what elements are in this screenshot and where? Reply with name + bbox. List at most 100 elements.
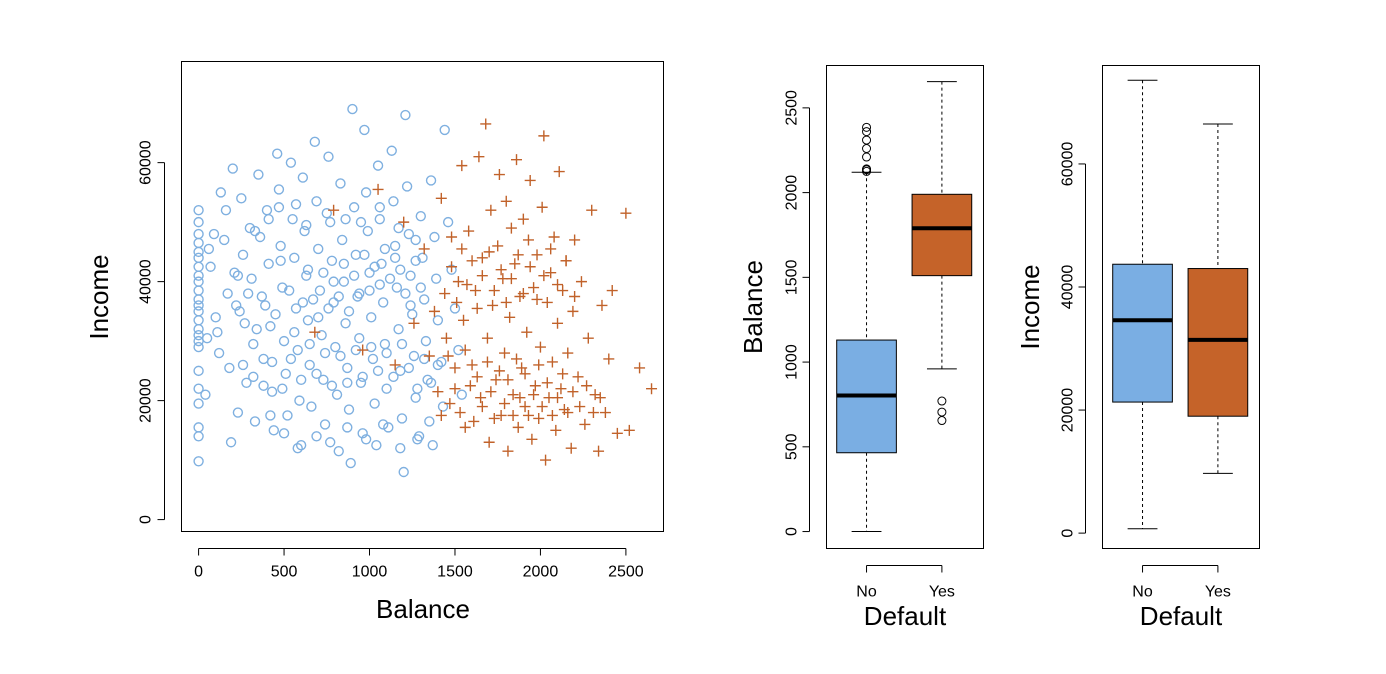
data-point-circle xyxy=(362,225,374,237)
data-point-circle xyxy=(389,252,401,264)
y-tick-label: 20000 xyxy=(138,378,155,423)
data-point-circle xyxy=(335,178,346,189)
data-point-circle xyxy=(330,341,341,353)
data-point-plus xyxy=(589,389,601,401)
data-point-plus xyxy=(516,362,528,374)
data-point-circle xyxy=(323,303,334,314)
scatter-y-axis: 0 20000 40000 60000 xyxy=(138,140,165,524)
data-point-circle xyxy=(437,401,449,412)
data-point-circle xyxy=(359,249,370,261)
data-point-plus xyxy=(548,231,560,243)
data-point-plus xyxy=(512,421,524,433)
data-point-plus xyxy=(512,249,524,261)
x-tick-label: 2500 xyxy=(608,564,644,581)
x-tick-label: 0 xyxy=(194,564,203,581)
data-point-plus xyxy=(522,234,534,246)
data-point-circle xyxy=(366,312,377,323)
data-point-circle xyxy=(242,288,254,299)
data-point-circle xyxy=(340,318,351,329)
data-point-circle xyxy=(338,258,350,269)
data-point-circle xyxy=(193,324,204,335)
data-point-circle xyxy=(234,306,245,317)
data-point-plus xyxy=(593,445,605,457)
data-point-plus xyxy=(545,243,557,255)
data-point-plus xyxy=(452,276,464,288)
data-point-circle xyxy=(309,136,321,148)
data-point-plus xyxy=(596,299,608,311)
data-point-circle xyxy=(393,324,404,335)
data-point-circle xyxy=(193,315,204,326)
data-point-plus xyxy=(540,454,552,466)
scatter-y-axis-title: Income xyxy=(84,254,114,339)
data-point-circle xyxy=(343,404,355,415)
data-point-circle xyxy=(311,196,322,207)
income-x-axis: No Yes xyxy=(1132,565,1231,601)
data-point-circle xyxy=(193,422,204,433)
data-point-circle xyxy=(289,252,300,264)
outlier-point xyxy=(862,152,872,162)
data-point-plus xyxy=(444,398,456,410)
data-point-plus xyxy=(435,409,447,421)
data-point-plus xyxy=(493,365,505,377)
data-point-plus xyxy=(565,442,577,454)
data-point-circle xyxy=(266,386,278,397)
data-point-circle xyxy=(201,332,213,344)
data-point-plus xyxy=(541,296,553,308)
data-point-plus xyxy=(504,311,516,323)
data-point-plus xyxy=(499,347,511,359)
data-point-circle xyxy=(386,145,397,156)
data-point-plus xyxy=(439,288,451,300)
data-point-plus xyxy=(492,240,504,252)
data-point-circle xyxy=(193,398,204,409)
data-point-circle xyxy=(193,456,204,467)
data-point-plus xyxy=(528,282,540,294)
data-point-plus xyxy=(459,421,471,433)
data-point-plus xyxy=(475,392,487,404)
x-tick-label: 1000 xyxy=(352,564,388,581)
data-point-circle xyxy=(383,422,394,433)
x-tick-label: No xyxy=(856,584,877,601)
data-point-circle xyxy=(219,234,230,246)
data-point-circle xyxy=(323,151,334,162)
data-point-circle xyxy=(328,276,339,287)
data-point-plus xyxy=(572,371,584,383)
balance-boxplot-frame xyxy=(826,65,984,549)
data-point-circle xyxy=(336,234,348,246)
data-point-circle xyxy=(272,148,283,159)
data-point-plus xyxy=(476,401,488,413)
data-point-plus xyxy=(485,204,497,216)
data-point-plus xyxy=(466,359,478,371)
data-point-circle xyxy=(278,428,290,439)
data-point-circle xyxy=(302,264,314,275)
data-point-plus xyxy=(524,261,536,273)
data-point-plus xyxy=(531,249,543,261)
y-tick-label: 1000 xyxy=(784,344,801,380)
data-point-plus xyxy=(357,344,369,356)
data-point-plus xyxy=(557,368,569,380)
data-point-plus xyxy=(519,401,531,413)
data-point-circle xyxy=(237,359,249,371)
income-boxes xyxy=(1112,79,1249,530)
data-point-circle xyxy=(273,184,285,195)
data-point-circle xyxy=(270,309,281,320)
income-boxplot-frame xyxy=(1102,65,1260,549)
data-point-circle xyxy=(366,341,377,353)
data-point-plus xyxy=(418,243,430,255)
data-point-plus xyxy=(389,359,401,371)
data-point-circle xyxy=(213,347,225,359)
y-tick-label: 2500 xyxy=(784,90,801,126)
data-point-plus xyxy=(511,154,523,166)
y-tick-label: 40000 xyxy=(138,259,155,304)
data-point-circle xyxy=(401,181,413,192)
data-point-plus xyxy=(328,204,340,216)
data-point-circle xyxy=(251,324,262,335)
data-point-circle xyxy=(425,377,437,388)
data-point-plus xyxy=(507,389,519,401)
data-point-circle xyxy=(248,371,259,383)
data-point-circle xyxy=(193,252,204,264)
box-no xyxy=(1112,263,1173,403)
data-point-circle xyxy=(311,431,322,442)
data-point-circle xyxy=(200,389,211,400)
data-point-circle xyxy=(342,377,353,388)
